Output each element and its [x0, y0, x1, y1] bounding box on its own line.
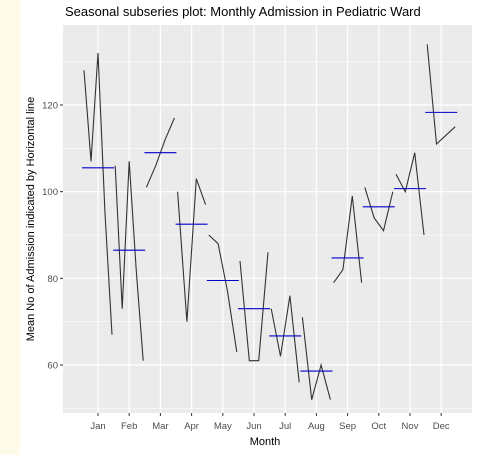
x-tick-label: Jul — [279, 421, 291, 432]
subseries-line-jan — [83, 52, 113, 335]
y-axis: 60 80 100 120 — [42, 101, 63, 372]
x-tick-label: Aug — [308, 421, 325, 432]
x-tick-label: Apr — [184, 421, 199, 432]
x-tick-label: Sep — [339, 421, 356, 432]
x-tick-label: Mar — [152, 421, 168, 432]
x-tick-label: Oct — [371, 421, 386, 432]
subseries-line-apr — [177, 178, 207, 322]
chart-svg: Seasonal subseries plot: Monthly Admissi… — [25, 4, 472, 448]
x-tick-label: Jun — [246, 421, 261, 432]
plot-panel — [63, 25, 472, 413]
x-tick-label: Feb — [121, 421, 137, 432]
subseries-line-oct — [364, 187, 394, 232]
y-axis-title: Mean No of Admission indicated by Horizo… — [25, 97, 37, 342]
x-tick-label: Nov — [402, 421, 419, 432]
x-axis-title: Month — [250, 436, 281, 448]
y-tick-label: 80 — [47, 274, 58, 285]
chart-figure: Seasonal subseries plot: Monthly Admissi… — [20, 0, 477, 455]
subseries-lines — [83, 44, 456, 400]
subseries-line-dec — [426, 44, 456, 146]
y-tick-label: 100 — [42, 187, 58, 198]
mean-lines — [82, 111, 458, 372]
subseries-line-feb — [114, 161, 144, 361]
x-tick-label: Jan — [90, 421, 105, 432]
y-tick-label: 120 — [42, 101, 58, 112]
x-tick-label: Dec — [433, 421, 450, 432]
subseries-line-may — [208, 234, 238, 353]
subseries-line-jun — [239, 252, 269, 362]
subseries-line-jul — [270, 295, 300, 383]
y-tick-label: 60 — [47, 361, 58, 372]
x-axis: Jan Feb Mar Apr May Jun Jul Aug Sep Oct Nov Dec — [90, 413, 450, 432]
subseries-line-nov — [395, 152, 425, 236]
x-tick-label: May — [214, 421, 232, 432]
subseries-line-sep — [333, 195, 363, 284]
chart-title: Seasonal subseries plot: Monthly Admissi… — [65, 4, 421, 19]
grid-lines — [63, 25, 472, 413]
subseries-line-aug — [301, 317, 331, 400]
